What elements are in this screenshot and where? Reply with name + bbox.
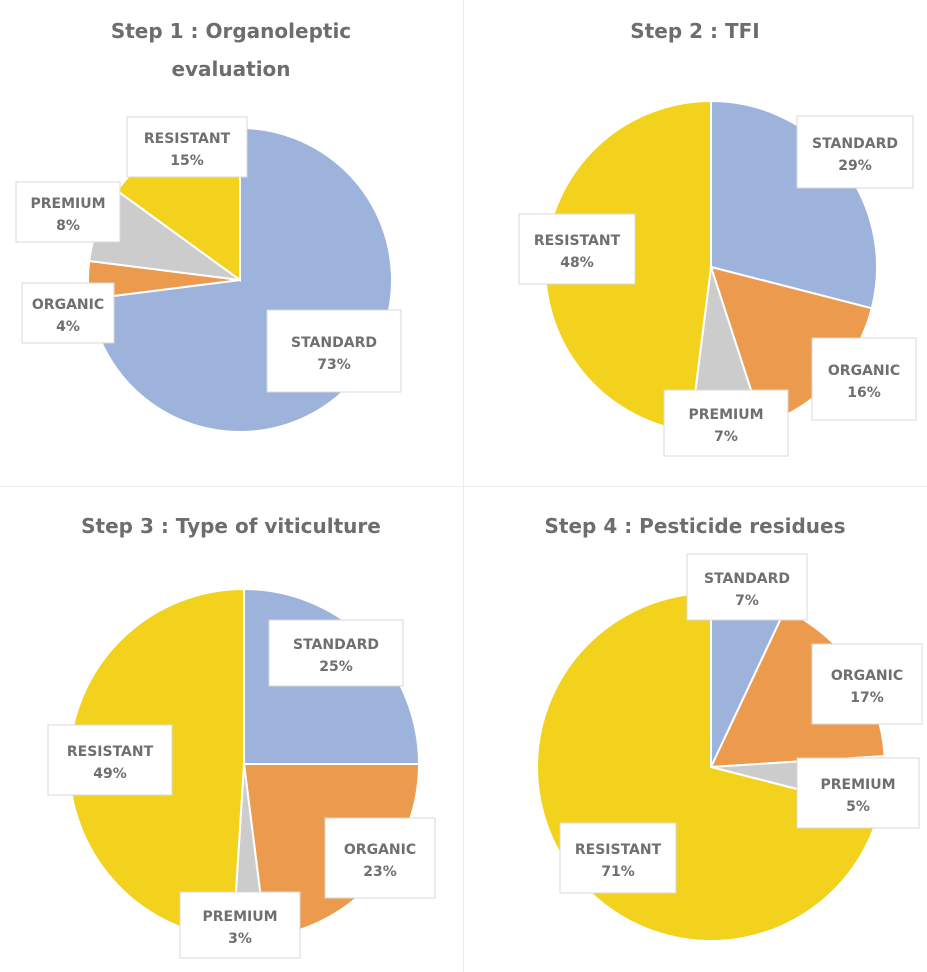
data-label-percent: 49% [93, 766, 127, 782]
data-label-name: ORGANIC [344, 842, 416, 858]
data-label-name: PREMIUM [820, 777, 895, 793]
chart-title-step-4: Step 4 : Pesticide residues [545, 514, 846, 538]
data-label-name: PREMIUM [688, 407, 763, 423]
data-label-percent: 73% [317, 357, 351, 373]
data-label-standard-step-2: STANDARD 29% [796, 115, 914, 189]
chart-title-step-2: Step 2 : TFI [630, 19, 759, 43]
data-label-organic-step-4: ORGANIC 17% [811, 643, 923, 725]
data-label-name: STANDARD [812, 136, 898, 152]
data-label-resistant-step-2: RESISTANT 48% [518, 213, 636, 285]
data-label-percent: 4% [56, 319, 80, 335]
pie-chart-step-1: Step 1 : Organoleptic evaluation STANDARD 7… [15, 19, 402, 433]
pie-chart-step-3: Step 3 : Type of viticulture STANDARD 25% O… [47, 514, 436, 959]
chart-title-step-3: Step 3 : Type of viticulture [81, 514, 381, 538]
data-label-name: RESISTANT [144, 131, 231, 147]
data-label-name: PREMIUM [30, 196, 105, 212]
data-label-standard-step-3: STANDARD 25% [268, 619, 404, 687]
pie-chart-step-4: Step 4 : Pesticide residues STANDARD 7% ORG… [536, 514, 923, 942]
data-label-resistant-step-3: RESISTANT 49% [47, 724, 173, 796]
data-label-name: ORGANIC [32, 297, 104, 313]
data-label-percent: 15% [170, 153, 204, 169]
data-label-name: STANDARD [293, 637, 379, 653]
data-label-name: STANDARD [704, 571, 790, 587]
data-label-name: PREMIUM [202, 909, 277, 925]
chart-title-step-1: Step 1 : Organoleptic [111, 19, 351, 43]
data-label-percent: 48% [560, 255, 594, 271]
data-label-percent: 5% [846, 799, 870, 815]
data-label-resistant-step-1: RESISTANT 15% [126, 116, 248, 178]
data-label-name: RESISTANT [575, 842, 662, 858]
data-label-organic-step-2: ORGANIC 16% [811, 337, 917, 421]
data-label-percent: 17% [850, 690, 884, 706]
data-label-name: STANDARD [291, 335, 377, 351]
data-label-percent: 7% [735, 593, 759, 609]
data-label-name: ORGANIC [831, 668, 903, 684]
data-label-percent: 23% [363, 864, 397, 880]
data-label-resistant-step-4: RESISTANT 71% [559, 822, 677, 894]
data-label-premium-step-1: PREMIUM 8% [15, 181, 121, 243]
horizontal-divider [0, 486, 927, 487]
data-label-percent: 7% [714, 429, 738, 445]
chart-title-step-1-line-2: evaluation [171, 57, 290, 81]
data-label-name: RESISTANT [67, 744, 154, 760]
chart-panel-step-1: Step 1 : Organoleptic evaluation STANDARD 7… [0, 0, 463, 486]
data-label-standard-step-4: STANDARD 7% [686, 553, 808, 621]
chart-panel-step-2: Step 2 : TFI STANDARD 29% ORGANIC 16% PREMIUM… [464, 0, 927, 486]
data-label-percent: 29% [838, 158, 872, 174]
data-label-organic-step-3: ORGANIC 23% [324, 817, 436, 899]
data-label-percent: 71% [601, 864, 635, 880]
data-label-name: RESISTANT [534, 233, 621, 249]
pie-chart-step-2: Step 2 : TFI STANDARD 29% ORGANIC 16% PREMIUM… [518, 19, 917, 457]
data-label-percent: 25% [319, 659, 353, 675]
data-label-organic-step-1: ORGANIC 4% [21, 282, 115, 344]
data-label-premium-step-2: PREMIUM 7% [663, 389, 789, 457]
data-label-percent: 8% [56, 218, 80, 234]
data-label-percent: 16% [847, 385, 881, 401]
chart-panel-step-3: Step 3 : Type of viticulture STANDARD 25% O… [0, 487, 463, 972]
data-label-premium-step-3: PREMIUM 3% [179, 891, 301, 959]
data-label-standard-step-1: STANDARD 73% [266, 309, 402, 393]
data-label-percent: 3% [228, 931, 252, 947]
chart-panel-step-4: Step 4 : Pesticide residues STANDARD 7% ORG… [464, 487, 927, 972]
data-label-premium-step-4: PREMIUM 5% [796, 757, 920, 829]
data-label-name: ORGANIC [828, 363, 900, 379]
